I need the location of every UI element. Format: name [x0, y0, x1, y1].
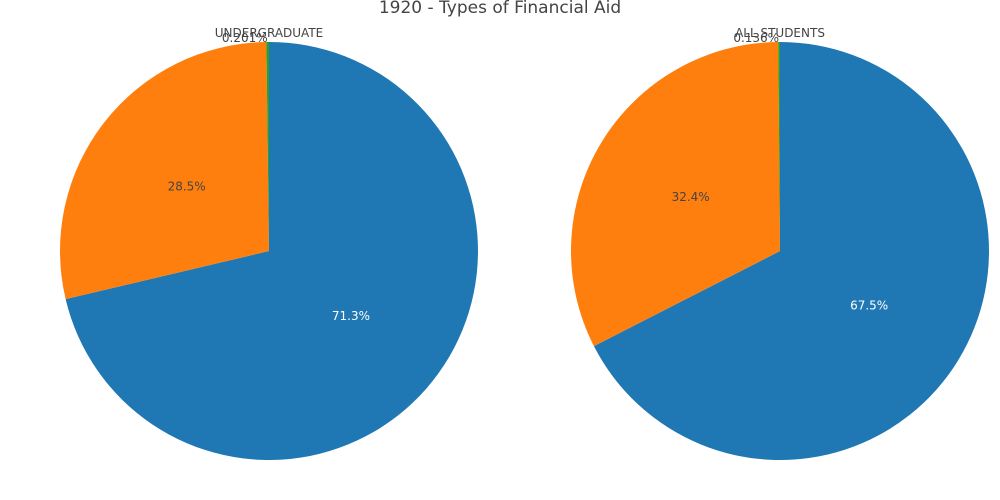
- slice-label: 28.5%: [168, 180, 206, 194]
- chart-title: 1920 - Types of Financial Aid: [379, 0, 621, 18]
- slice-label: 0.201%: [222, 31, 268, 45]
- slice-label: 67.5%: [850, 299, 888, 313]
- slice-label: 32.4%: [672, 190, 710, 204]
- pie-slice[interactable]: [59, 42, 269, 300]
- pie-undergraduate: UNDERGRADUATE 71.3% 28.5% 0.201%: [59, 26, 479, 461]
- pie-slice[interactable]: [593, 42, 989, 461]
- pie-title-all-students: ALL STUDENTS: [735, 26, 825, 40]
- pie-slice[interactable]: [778, 42, 780, 251]
- pie-slice[interactable]: [65, 42, 479, 461]
- pie-slice[interactable]: [571, 42, 780, 347]
- pie-title-undergraduate: UNDERGRADUATE: [215, 26, 324, 40]
- pie-all-students: ALL STUDENTS 67.5% 32.4% 0.136%: [571, 26, 989, 461]
- pie-slice[interactable]: [266, 42, 269, 251]
- slice-label: 71.3%: [332, 309, 370, 323]
- slice-label: 0.136%: [733, 31, 779, 45]
